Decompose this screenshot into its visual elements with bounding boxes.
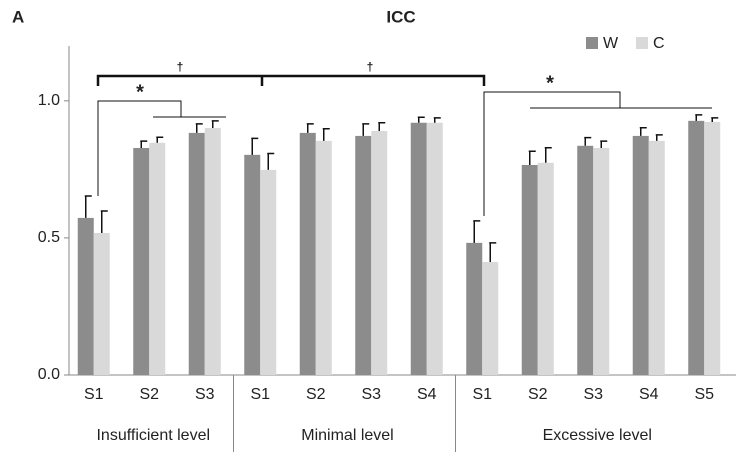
- x-tick-label: S1: [84, 386, 104, 403]
- panel-label: A: [12, 7, 24, 26]
- x-tick-label: S3: [361, 386, 381, 403]
- bar: [482, 262, 499, 375]
- bracket: [96, 74, 486, 86]
- bar: [466, 242, 483, 375]
- bar: [410, 122, 427, 376]
- error-bar: [528, 150, 536, 165]
- error-bar: [100, 210, 108, 233]
- error-bar: [251, 137, 259, 155]
- x-tick-label: S1: [250, 386, 270, 403]
- legend-label: C: [653, 35, 665, 52]
- x-tick-label: S4: [639, 386, 659, 403]
- bracket: [97, 100, 226, 196]
- error-bar: [584, 136, 592, 146]
- legend-swatch: [586, 37, 598, 49]
- error-bar: [600, 140, 608, 148]
- x-tick-label: S2: [528, 386, 548, 403]
- bar: [704, 121, 721, 375]
- x-tick-label: S3: [583, 386, 603, 403]
- error-bar: [544, 146, 552, 163]
- x-tick-label: S5: [694, 386, 714, 403]
- group-label: Excessive level: [543, 427, 652, 444]
- error-bar: [655, 134, 663, 141]
- y-tick-label: 0.0: [38, 366, 60, 383]
- legend-swatch: [636, 37, 648, 49]
- bar: [355, 135, 372, 375]
- chart-title: ICC: [386, 7, 415, 26]
- legend-label: W: [603, 35, 619, 52]
- significance-brackets: [96, 74, 712, 216]
- bar: [133, 147, 150, 375]
- error-bar: [211, 120, 219, 128]
- error-bar: [195, 123, 203, 133]
- annotation: †: [177, 60, 184, 74]
- x-tick-label: S4: [417, 386, 437, 403]
- error-bar: [306, 123, 314, 133]
- error-bar: [417, 116, 425, 123]
- error-bar: [322, 128, 330, 141]
- annotation: *: [546, 72, 554, 94]
- x-tick-label: S3: [195, 386, 215, 403]
- group-label: Minimal level: [301, 427, 393, 444]
- bar: [577, 145, 594, 375]
- bar: [188, 132, 205, 375]
- bar: [77, 217, 94, 375]
- bar: [315, 140, 332, 375]
- bar: [632, 135, 649, 375]
- error-bar: [267, 152, 275, 170]
- annotation: *: [136, 81, 144, 103]
- bar: [648, 140, 665, 375]
- y-tick-label: 0.5: [38, 229, 60, 246]
- bar: [260, 169, 277, 375]
- error-bar: [711, 117, 719, 122]
- error-bar: [140, 140, 148, 148]
- error-bar: [695, 114, 703, 121]
- x-tick-label: S2: [139, 386, 159, 403]
- bar: [149, 142, 166, 375]
- error-bar: [489, 242, 497, 263]
- bar: [593, 147, 610, 375]
- error-bar: [362, 123, 370, 136]
- bar: [521, 164, 538, 375]
- bar: [426, 122, 443, 376]
- bar: [244, 154, 261, 375]
- bar: [688, 120, 705, 375]
- error-bar: [433, 117, 441, 123]
- bar: [204, 127, 221, 375]
- error-bar: [156, 136, 164, 143]
- x-tick-label: S1: [472, 386, 492, 403]
- error-bar: [378, 122, 386, 131]
- group-label: Insufficient level: [96, 427, 210, 444]
- y-tick-label: 1.0: [38, 92, 60, 109]
- error-bar: [473, 220, 481, 243]
- annotation: †: [367, 60, 374, 74]
- bar: [371, 130, 388, 375]
- bar: [93, 232, 110, 375]
- bar: [299, 132, 316, 375]
- error-bar: [84, 195, 92, 218]
- bar: [537, 162, 554, 375]
- x-tick-label: S2: [306, 386, 326, 403]
- error-bar: [639, 126, 647, 136]
- bracket: [483, 91, 712, 216]
